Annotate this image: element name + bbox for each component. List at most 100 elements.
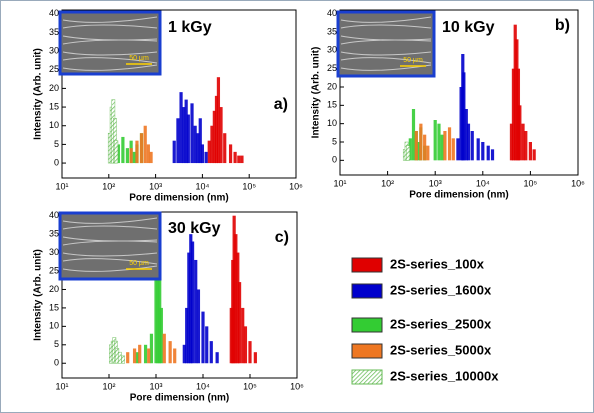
x-axis-title: Pore dimension (nm) [129,193,228,204]
x-tick-label: 10⁴ [196,381,210,391]
x-tick-label: 10² [102,181,115,191]
bar [156,252,160,364]
bar [521,123,525,161]
inset-texture [62,265,158,272]
bar [212,110,216,164]
bar [179,92,183,164]
bar [132,348,137,364]
bar [459,87,463,161]
legend-swatch [351,317,383,333]
x-tick-label: 10³ [149,181,162,191]
bar [143,344,148,364]
bar [200,144,204,164]
legend-label: 2S-series_100x [390,256,485,271]
scale-bar-label: 50 µm [129,260,149,267]
bar [241,307,245,364]
bar [214,95,219,164]
bar [513,24,517,161]
bar [419,123,423,161]
y-tick-label: 40 [49,210,59,220]
y-axis-title: Intensity (Arb. unit) [33,249,44,341]
bar [426,145,430,161]
x-tick-label: 10² [102,381,115,391]
inset-texture [340,16,432,23]
y-tick-label: 10 [49,120,59,130]
bar [414,131,418,161]
x-tick-label: 10² [381,178,394,188]
x-tick-label: 10⁶ [571,178,585,188]
bar [146,144,150,164]
bar [240,155,244,164]
bar [433,120,437,161]
bar [190,241,195,364]
bar [406,145,410,161]
inset-texture [340,39,432,45]
bar [524,131,528,161]
inset-texture [62,24,158,29]
bar [456,138,460,161]
bar [173,348,177,364]
bar [196,289,201,364]
bar [159,307,163,364]
bar [132,151,136,164]
bar [135,140,139,164]
y-tick-label: 20 [49,83,59,93]
bar [219,107,223,164]
y-tick-label: 35 [49,27,59,37]
bar [138,344,142,364]
scale-bar-label: 50 µm [403,57,423,64]
panel-title: 1 kGy [168,19,212,36]
bar [528,142,532,161]
legend-swatch [351,369,383,385]
inset-texture [62,258,158,265]
bar [470,131,474,161]
bar [462,72,466,161]
bar [186,114,190,164]
bar [511,68,516,161]
bar [464,109,468,161]
bar [196,133,200,164]
panel-title: 30 kGy [168,220,221,237]
bar [532,149,536,161]
bar [228,144,233,164]
bar [135,352,139,364]
y-tick-label: 0 [332,155,337,165]
bar [210,125,214,164]
y-tick-label: 10 [327,118,337,128]
x-tick-label: 10⁴ [195,181,209,191]
bar [232,215,236,364]
inset-texture [340,57,432,64]
bar [184,99,188,164]
bar [490,149,495,161]
bar [423,134,427,161]
inset-texture [62,57,158,64]
y-tick-label: 15 [49,101,59,111]
y-tick-label: 5 [54,339,59,349]
inset-texture [62,225,158,230]
bar [158,245,162,364]
x-tick-label: 10³ [429,178,442,188]
bar [116,144,120,164]
bar [201,311,205,364]
legend-label: 2S-series_10000x [390,368,499,383]
bar [216,77,221,164]
y-tick-label: 0 [54,358,59,368]
bar [443,131,447,161]
x-axis-title: Pore dimension (nm) [130,393,229,404]
y-axis-title: Intensity (Arb. unit) [33,48,44,140]
y-tick-label: 0 [54,157,59,167]
y-tick-label: 5 [54,139,59,149]
y-tick-label: 20 [327,81,337,91]
bar [234,234,238,364]
bar [509,123,514,161]
bar [139,133,144,164]
bar [447,127,452,161]
bar [162,333,166,364]
panel-label: c) [275,229,289,246]
y-tick-label: 25 [327,63,337,73]
bar [176,118,180,164]
bar [154,271,158,364]
y-axis-title: Intensity (Arb. unit) [311,47,322,139]
bar [486,145,490,161]
y-tick-label: 15 [49,302,59,312]
